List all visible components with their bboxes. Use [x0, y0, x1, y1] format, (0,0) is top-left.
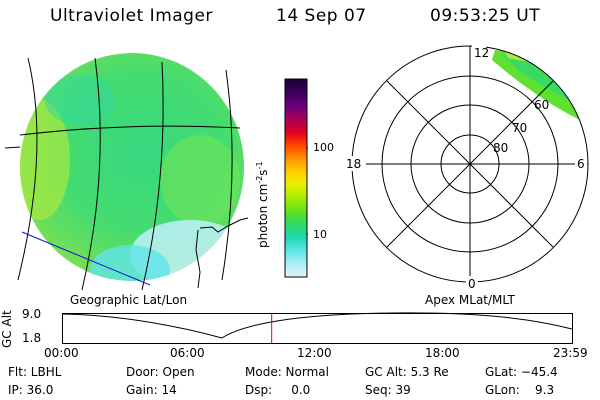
xtick-1: 06:00 [170, 346, 205, 360]
seq-info: Seq: 39 [365, 383, 411, 397]
colorbar-tick-100: 100 [313, 141, 334, 154]
altitude-plot-frame [62, 313, 573, 344]
mlt-12-label: 12 [474, 46, 489, 60]
colorbar-unit-label: photon cm-2s-1 [255, 161, 270, 248]
door-info: Door: Open [126, 365, 195, 379]
terminator-line [21, 231, 151, 286]
mode-info: Mode: Normal [245, 365, 329, 379]
gc-alt-ylabel: GC Alt [0, 310, 14, 348]
gc-alt-ytick-top: 9.0 [22, 307, 42, 321]
glon-info: GLon: 9.3 [485, 383, 555, 397]
mlt-18-label: 18 [346, 157, 361, 171]
filter-info: Flt: LBHL [8, 365, 62, 379]
geographic-caption: Geographic Lat/Lon [70, 293, 188, 307]
gain-info: Gain: 14 [126, 383, 177, 397]
date-label: 14 Sep 07 [276, 6, 367, 26]
xtick-0: 00:00 [44, 346, 79, 360]
aurora-image-disc [20, 53, 244, 281]
apex-caption: Apex MLat/MLT [425, 293, 515, 307]
glat-info: GLat: −45.4 [485, 365, 558, 379]
altitude-curve [62, 312, 573, 339]
geographic-image-panel [4, 53, 249, 290]
ip-info: IP: 36.0 [8, 383, 54, 397]
mlt-0-label: 0 [468, 277, 476, 291]
polar-grid [351, 45, 589, 283]
instrument-title: Ultraviolet Imager [50, 6, 213, 26]
lat-lon-grid [4, 57, 249, 290]
altitude-plot [62, 312, 573, 344]
gc-alt-ytick-bottom: 1.8 [22, 331, 42, 345]
mlat-60-label: 60 [534, 98, 549, 112]
xtick-2: 12:00 [297, 346, 332, 360]
mlt-6-label: 6 [577, 157, 585, 171]
xtick-4: 23:59 [553, 346, 588, 360]
colorbar [284, 78, 308, 278]
time-label: 09:53:25 UT [430, 6, 541, 26]
mlat-70-label: 70 [512, 121, 527, 135]
colorbar-tick-10: 10 [313, 228, 327, 241]
mlat-80-label: 80 [493, 141, 508, 155]
dsp-info: Dsp: 0.0 [245, 383, 311, 397]
gc-alt-info: GC Alt: 5.3 Re [365, 365, 449, 379]
polar-mlat-mlt-plot: 12 18 6 0 60 70 80 [344, 45, 589, 291]
xtick-3: 18:00 [425, 346, 460, 360]
